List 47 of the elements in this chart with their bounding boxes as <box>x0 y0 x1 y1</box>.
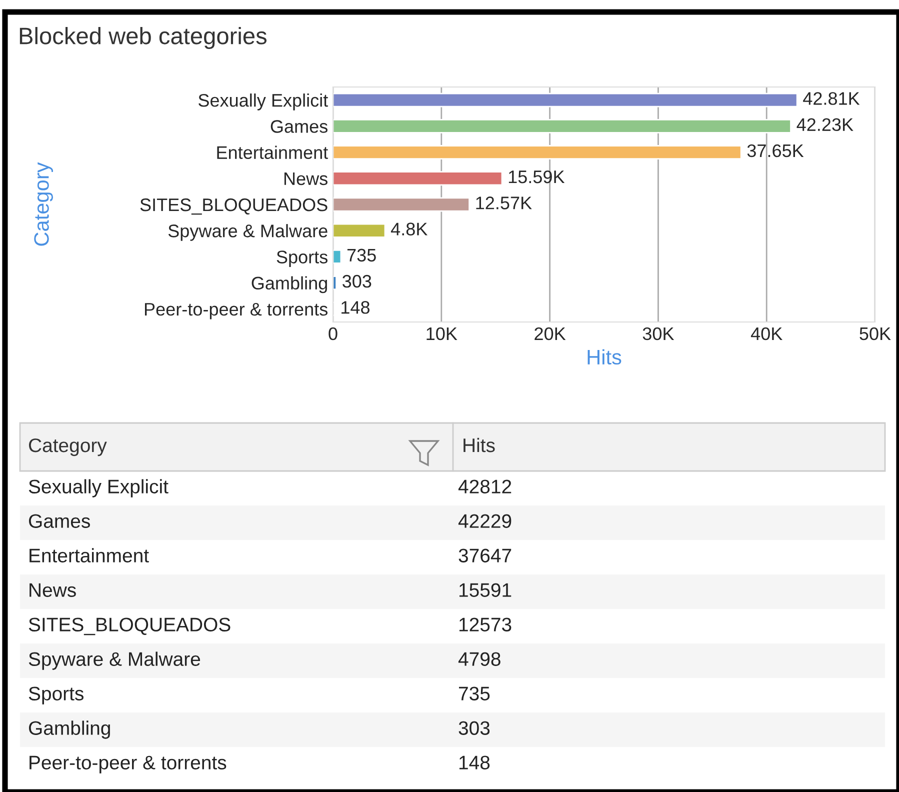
data-label: 37.65K <box>747 144 804 158</box>
text: 15591 <box>459 583 512 597</box>
y-tick-label: SITES_BLOQUEADOS <box>140 198 328 215</box>
data-label: 303 <box>342 274 372 288</box>
x-tick-label: 50K <box>860 327 891 340</box>
y-tick-label: Spyware & Malware <box>168 224 328 241</box>
text: Category <box>28 438 107 456</box>
y-axis-title: Category <box>34 162 53 246</box>
category-label: Spyware & Malware <box>28 652 200 670</box>
y-tick-label: Gambling <box>252 276 327 294</box>
x-tick-label: 0 <box>328 327 338 340</box>
data-label: 4.8K <box>390 222 428 236</box>
category-label: Peer-to-peer & torrents <box>30 756 226 774</box>
y-tick-label: Sports <box>276 250 328 268</box>
text: Hits <box>464 438 495 452</box>
y-tick-label: Entertainment <box>217 146 328 159</box>
data-label: 15.59K <box>508 170 565 184</box>
data-label: 735 <box>347 248 376 262</box>
text: 42812 <box>458 480 512 494</box>
category-label: Entertainment <box>30 548 149 562</box>
category-label: Gambling <box>28 720 110 739</box>
x-tick-label: 30K <box>642 327 674 340</box>
text: 42229 <box>458 514 512 528</box>
y-tick-label: News <box>284 172 328 186</box>
category-label: News <box>30 583 76 597</box>
text: 4798 <box>458 652 500 666</box>
data-label: 148 <box>342 301 370 314</box>
text: 303 <box>458 721 490 735</box>
y-tick-label: Games <box>270 120 328 133</box>
x-tick-label: 20K <box>534 327 566 340</box>
category-label: SITES_BLOQUEADOS <box>28 618 230 636</box>
text: 37647 <box>458 548 512 562</box>
data-label: 42.23K <box>796 118 854 132</box>
text: 148 <box>459 756 490 770</box>
x-axis-title: Hits <box>588 349 622 365</box>
category-label: Sexually Explicit <box>28 479 168 498</box>
data-label: 12.57K <box>476 196 532 210</box>
data-label: 42.81K <box>803 92 860 105</box>
y-tick-label: Sexually Explicit <box>198 94 328 110</box>
text: 735 <box>458 686 490 700</box>
category-label: Sports <box>28 686 84 704</box>
text: 12573 <box>459 618 512 632</box>
category-label: Games <box>28 514 90 528</box>
y-tick-label: Peer-to-peer & torrents <box>144 302 328 320</box>
text: Blocked web categories <box>20 26 267 50</box>
x-tick-label: 10K <box>426 327 458 340</box>
x-tick-label: 40K <box>750 327 782 340</box>
